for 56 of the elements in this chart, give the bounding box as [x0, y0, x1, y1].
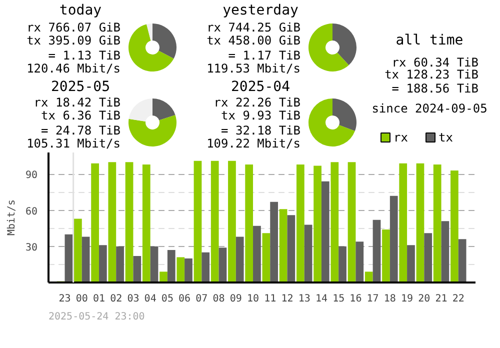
x-tick-label: 10 — [246, 294, 260, 304]
x-tick-label: 09 — [230, 294, 242, 304]
x-tick-label: 15 — [332, 294, 345, 304]
chart-title: 2025-05 — [51, 79, 110, 95]
text: tx 9.93 TiB — [221, 108, 301, 122]
text: = 32.18 TiB — [221, 124, 301, 138]
text: = 188.56 TiB — [392, 82, 479, 96]
legend-label: tx — [438, 130, 453, 144]
x-tick-label: 21 — [435, 294, 448, 304]
x-tick-label: 00 — [76, 294, 88, 304]
x-tick-label: 16 — [350, 294, 362, 304]
x-tick-label: 19 — [401, 294, 414, 304]
x-tick-label: 01 — [92, 294, 106, 304]
x-tick-label: 02 — [110, 294, 122, 304]
chart-title: 2025-04 — [231, 79, 290, 95]
text: rx 766.07 GiB — [26, 20, 120, 34]
text: = 1.13 TiB — [48, 48, 121, 62]
text: tx 395.09 GiB — [26, 34, 120, 48]
legend-label: rx — [394, 130, 408, 144]
x-tick-label: 08 — [212, 294, 225, 304]
chart-title: today — [59, 2, 102, 18]
text: tx 6.36 TiB — [41, 108, 121, 122]
y-tick-label: 60 — [25, 206, 38, 218]
x-tick-label: 23 — [58, 294, 71, 304]
x-tick-label: 06 — [178, 294, 191, 304]
text: tx 128.23 TiB — [384, 68, 478, 82]
text: 119.53 Mbit/s — [206, 62, 300, 76]
text: since 2024-09-05 — [372, 102, 488, 116]
text: rx 22.26 TiB — [214, 96, 301, 110]
x-tick-label: 11 — [264, 294, 276, 304]
x-tick-label: 17 — [366, 294, 379, 304]
text: tx 458.00 GiB — [206, 34, 300, 48]
x-tick-label: 13 — [298, 294, 310, 304]
text: 105.31 Mbit/s — [26, 136, 120, 150]
text: 2025-05-24 23:00 — [48, 312, 145, 322]
x-tick-label: 07 — [196, 294, 208, 304]
text: = 1.17 TiB — [228, 48, 301, 62]
x-tick-label: 12 — [281, 294, 294, 304]
y-axis-title: Mbit/s — [6, 199, 18, 236]
text: = 24.78 TiB — [41, 124, 121, 138]
x-tick-label: 18 — [384, 294, 396, 304]
x-tick-label: 04 — [144, 294, 156, 304]
text: 120.46 Mbit/s — [26, 62, 120, 76]
text: rx 744.25 GiB — [206, 20, 300, 34]
x-tick-label: 22 — [452, 294, 464, 304]
text: rx 60.34 TiB — [392, 56, 479, 70]
y-tick-label: 90 — [25, 170, 38, 182]
text: 109.22 Mbit/s — [206, 136, 300, 150]
y-tick-label: 30 — [25, 242, 38, 254]
x-tick-label: 05 — [161, 294, 174, 304]
text: all time — [396, 32, 464, 48]
chart-title: yesterday — [222, 2, 298, 18]
x-tick-label: 14 — [315, 294, 328, 304]
text: rx 18.42 TiB — [34, 96, 121, 110]
x-tick-label: 03 — [127, 294, 140, 304]
x-tick-label: 20 — [418, 294, 430, 304]
